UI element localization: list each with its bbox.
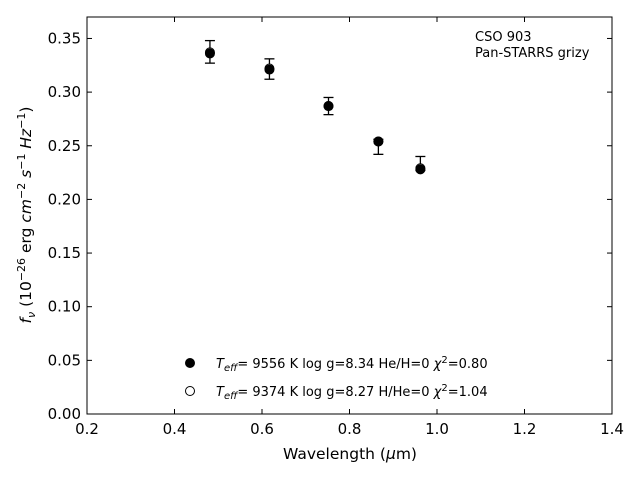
legend-entry-1: Teff= 9556 K log g=8.34 He/H=0 χ2=0.80 — [216, 355, 488, 374]
y-axis-label: fν (10−26 erg cm−2 s−1 Hz−1) — [15, 107, 38, 324]
y-tick-label: 0.10 — [48, 298, 81, 316]
model-point-filled — [373, 136, 384, 147]
annotation-star-name: CSO 903 — [475, 30, 532, 45]
model-point-filled — [323, 101, 334, 112]
y-tick-label: 0.05 — [48, 351, 81, 369]
x-tick-label: 0.8 — [338, 420, 362, 438]
x-tick-label: 1.4 — [600, 420, 624, 438]
x-axis-label: Wavelength (μm) — [283, 445, 417, 463]
x-tick-label: 0.4 — [163, 420, 187, 438]
legend: Teff= 9556 K log g=8.34 He/H=0 χ2=0.80 T… — [185, 355, 488, 402]
y-tick-label: 0.00 — [48, 405, 81, 423]
model-point-filled — [415, 164, 426, 175]
x-tick-label: 0.6 — [250, 420, 274, 438]
x-tick-label: 0.2 — [75, 420, 99, 438]
annotation-survey: Pan-STARRS grizy — [475, 46, 590, 61]
legend-marker-filled — [185, 358, 195, 368]
model-point-filled — [264, 64, 275, 75]
y-tick-label: 0.15 — [48, 244, 81, 262]
model-point-filled — [204, 48, 215, 59]
y-tick-label: 0.30 — [48, 83, 81, 101]
axis-ticks: 0.2 0.4 0.6 0.8 1.0 1.2 1.4 0.00 0.05 0.10 0.15 0.2… — [48, 17, 624, 438]
data-marks — [204, 39, 426, 175]
x-tick-label: 1.0 — [425, 420, 449, 438]
x-tick-label: 1.2 — [513, 420, 537, 438]
y-tick-label: 0.20 — [48, 190, 81, 208]
legend-entry-2: Teff= 9374 K log g=8.27 H/He=0 χ2=1.04 — [216, 383, 488, 402]
y-tick-label: 0.25 — [48, 137, 81, 155]
legend-marker-open — [185, 386, 195, 396]
y-tick-label: 0.35 — [48, 29, 81, 47]
